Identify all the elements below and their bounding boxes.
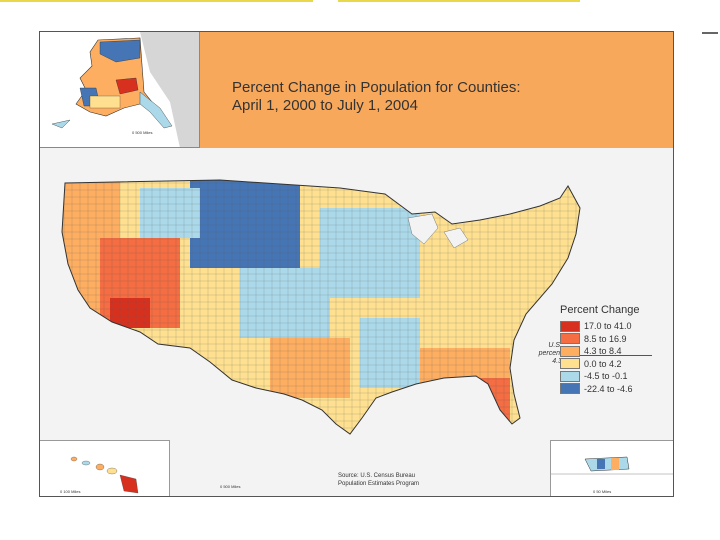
legend-label: 4.3 to 8.4 [584, 346, 622, 356]
legend-swatch [560, 383, 580, 394]
conus-scale-label: 0 500 Miles [220, 484, 241, 489]
alaska-scale-label: 0 500 Miles [132, 130, 153, 135]
legend-entry: 17.0 to 41.0 [560, 320, 670, 332]
conus-map [61, 179, 581, 435]
legend-entry: 4.3 to 8.4 [560, 345, 670, 357]
population-change-map: Percent Change in Population for Countie… [39, 31, 674, 497]
legend-entry: -22.4 to -4.6 [560, 383, 670, 395]
us-percent-label: U.S. [548, 342, 562, 349]
legend-label: -4.5 to -0.1 [584, 371, 628, 381]
legend-label: 17.0 to 41.0 [584, 321, 632, 331]
legend-entry: -4.5 to -0.1 [560, 370, 670, 382]
legend-swatch [560, 345, 580, 357]
title-line-2: April 1, 2000 to July 1, 2004 [232, 97, 418, 114]
hawaii-inset: 0 100 Miles [40, 440, 170, 496]
legend-swatch [560, 370, 580, 382]
legend-title: Percent Change [560, 304, 640, 316]
legend-entry: 8.5 to 16.9 [560, 333, 670, 345]
us-percent-indicator-line [560, 355, 652, 356]
puerto-rico-map [551, 456, 673, 475]
top-accent-line-right [338, 0, 580, 2]
legend-swatch [560, 320, 580, 332]
hawaii-scale-label: 0 100 Miles [60, 489, 81, 494]
source-line-1: Source: U.S. Census Bureau [338, 473, 416, 479]
us-percent-word: percent [538, 350, 562, 357]
lake-erie [443, 227, 469, 249]
title-line-1: Percent Change in Population for Countie… [232, 79, 521, 96]
legend-entries: 17.0 to 41.0 8.5 to 16.9 4.3 to 8.4 0.0 to … [560, 320, 670, 395]
legend-swatch [560, 358, 580, 369]
us-percent-note: U.S. percent 4.3 [530, 342, 562, 366]
legend-entry: 0.0 to 4.2 [560, 358, 670, 370]
puerto-rico-inset: 0 50 Miles [550, 440, 673, 496]
alaska-map [51, 32, 199, 147]
slide-marker [702, 32, 718, 34]
legend-swatch [560, 333, 580, 344]
hawaii-map [70, 456, 139, 494]
legend-label: -22.4 to -4.6 [584, 383, 633, 394]
us-percent-value: 4.3 [552, 358, 562, 365]
puerto-rico-scale-label: 0 50 Miles [593, 489, 612, 494]
legend: Percent Change 17.0 to 41.0 8.5 to 16.9 4.… [560, 304, 670, 395]
legend-label: 8.5 to 16.9 [584, 333, 627, 344]
alaska-inset: 0 500 Miles [40, 32, 200, 148]
title-panel: Percent Change in Population for Countie… [200, 32, 673, 148]
top-accent-line-left [0, 0, 313, 2]
legend-label: 0.0 to 4.2 [584, 358, 622, 369]
source-note: Source: U.S. Census Bureau Population Es… [338, 472, 419, 488]
map-title: Percent Change in Population for Countie… [232, 79, 521, 115]
source-line-2: Population Estimates Program [338, 481, 420, 487]
great-lakes [407, 213, 439, 245]
